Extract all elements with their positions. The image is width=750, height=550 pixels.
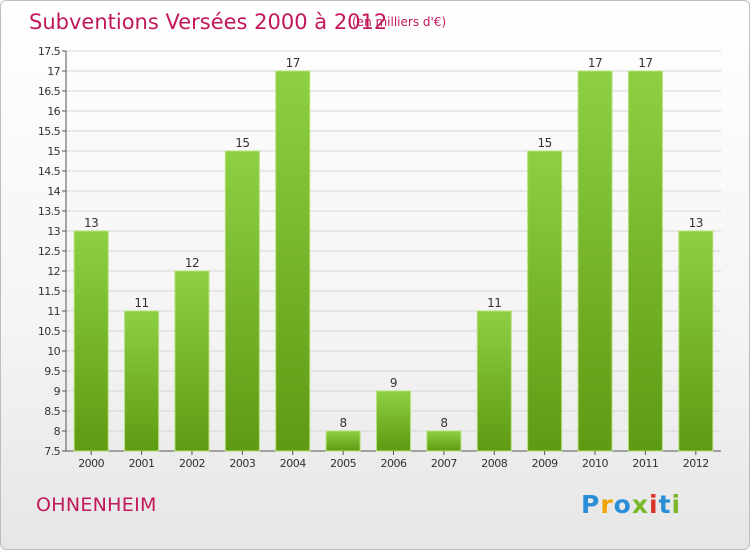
logo-letter: o [613, 490, 632, 519]
x-tick-label: 2002 [179, 457, 205, 470]
bar [426, 430, 462, 452]
y-tick-label: 7.5 [44, 445, 60, 458]
town-name: OHNENHEIM [36, 494, 157, 516]
y-tick-label: 8 [54, 425, 61, 438]
y-tick-label: 14 [47, 185, 60, 198]
y-tick-label: 13.5 [38, 205, 61, 218]
proxiti-logo: Proxiti [581, 490, 681, 519]
chart-subtitle: (en milliers d'€) [352, 15, 447, 29]
data-label: 11 [487, 296, 501, 310]
data-label: 17 [286, 56, 300, 70]
logo-letter: i [671, 490, 682, 519]
bar [577, 70, 613, 452]
y-tick-label: 15.5 [38, 125, 61, 138]
y-tick-label: 14.5 [38, 165, 61, 178]
x-tick-label: 2011 [632, 457, 658, 470]
x-tick-label: 2001 [129, 457, 155, 470]
data-label: 8 [440, 416, 447, 430]
y-tick-label: 10 [47, 345, 60, 358]
data-label: 17 [588, 56, 602, 70]
y-tick-label: 11 [47, 305, 60, 318]
x-tick-label: 2006 [381, 457, 407, 470]
y-tick-label: 11.5 [38, 285, 61, 298]
data-label: 9 [390, 376, 397, 390]
x-tick-label: 2007 [431, 457, 457, 470]
x-tick-label: 2003 [229, 457, 255, 470]
y-tick-label: 12.5 [38, 245, 61, 258]
data-label: 13 [84, 216, 98, 230]
data-label: 12 [185, 256, 199, 270]
y-tick-label: 9.5 [44, 365, 60, 378]
bar [124, 310, 160, 452]
x-tick-label: 2005 [330, 457, 356, 470]
x-tick-label: 2004 [280, 457, 306, 470]
x-tick-label: 2008 [481, 457, 507, 470]
y-tick-label: 10.5 [38, 325, 61, 338]
bar [627, 70, 663, 452]
bar [224, 150, 260, 452]
logo-letter: t [658, 490, 672, 519]
logo-letter: r [600, 490, 614, 519]
y-tick-label: 9 [54, 385, 61, 398]
data-label: 15 [538, 136, 552, 150]
bar [678, 230, 714, 452]
y-tick-label: 13 [47, 225, 60, 238]
y-tick-label: 16 [47, 105, 60, 118]
bar [73, 230, 109, 452]
bar [275, 70, 311, 452]
data-label: 8 [340, 416, 347, 430]
chart-title: Subventions Versées 2000 à 2012 [29, 10, 388, 34]
y-tick-label: 16.5 [38, 85, 61, 98]
x-tick-label: 2010 [582, 457, 608, 470]
data-label: 13 [689, 216, 703, 230]
y-tick-label: 8.5 [44, 405, 60, 418]
bar [476, 310, 512, 452]
logo-letter: x [631, 490, 649, 519]
bar [376, 390, 411, 452]
data-label: 17 [638, 56, 652, 70]
y-tick-label: 15 [47, 145, 60, 158]
y-tick-label: 12 [47, 265, 60, 278]
data-label: 15 [235, 136, 249, 150]
logo-letter: i [649, 490, 659, 519]
x-tick-label: 2009 [532, 457, 558, 470]
y-tick-label: 17.5 [38, 45, 61, 58]
data-label: 11 [134, 296, 148, 310]
y-tick-label: 17 [47, 65, 60, 78]
bar [174, 270, 210, 452]
bar [325, 430, 361, 452]
bar [527, 150, 563, 452]
x-tick-label: 2012 [683, 457, 709, 470]
x-tick-label: 2000 [78, 457, 104, 470]
logo-letter: P [581, 490, 601, 519]
